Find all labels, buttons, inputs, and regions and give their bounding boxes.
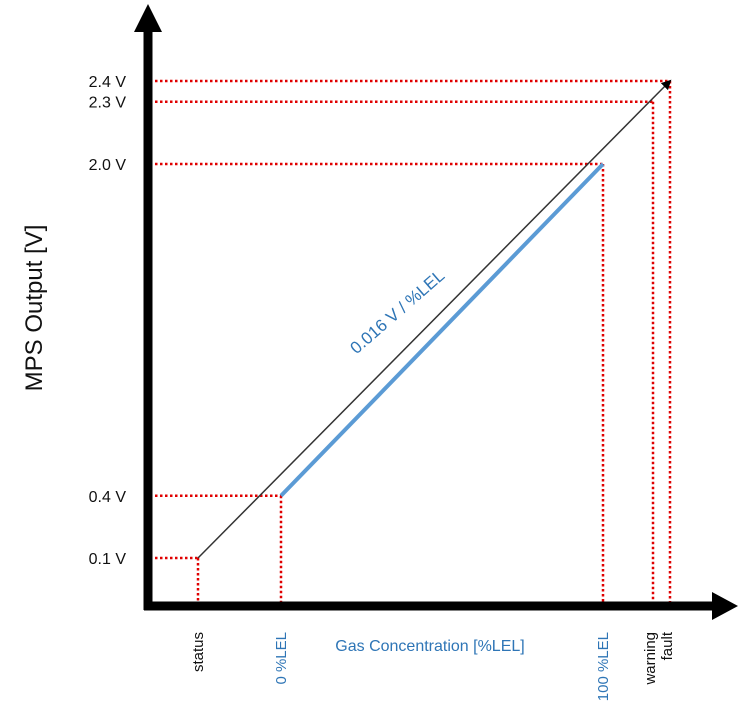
y-tick-label: 0.4 V [89, 489, 127, 506]
y-axis-arrowhead [134, 4, 162, 32]
y-axis-label: MPS Output [V] [21, 225, 48, 392]
y-tick-label: 2.4 V [89, 74, 127, 91]
x-tick-label-status: status [190, 632, 207, 672]
x-axis-label: Gas Concentration [%LEL] [335, 638, 524, 655]
measurement-range-segment [279, 162, 605, 498]
x-tick-label-warning: warning [642, 632, 659, 686]
x-tick-label-fault: fault [659, 631, 676, 660]
y-tick-labels: 0.1 V 0.4 V 2.0 V 2.3 V 2.4 V [89, 74, 127, 568]
output-lines [197, 79, 672, 559]
x-axis-arrowhead [712, 592, 738, 620]
x-tick-label-100-lel: 100 %LEL [595, 632, 612, 701]
x-tick-label-0-lel: 0 %LEL [273, 632, 290, 685]
y-tick-label: 0.1 V [89, 551, 127, 568]
slope-label: 0.016 V / %LEL [347, 266, 449, 358]
y-tick-label: 2.0 V [89, 157, 127, 174]
output-line [197, 79, 672, 559]
x-tick-labels: status 0 %LEL 100 %LEL warning fault [190, 631, 676, 701]
y-tick-label: 2.3 V [89, 95, 127, 112]
guide-lines [150, 79, 672, 602]
